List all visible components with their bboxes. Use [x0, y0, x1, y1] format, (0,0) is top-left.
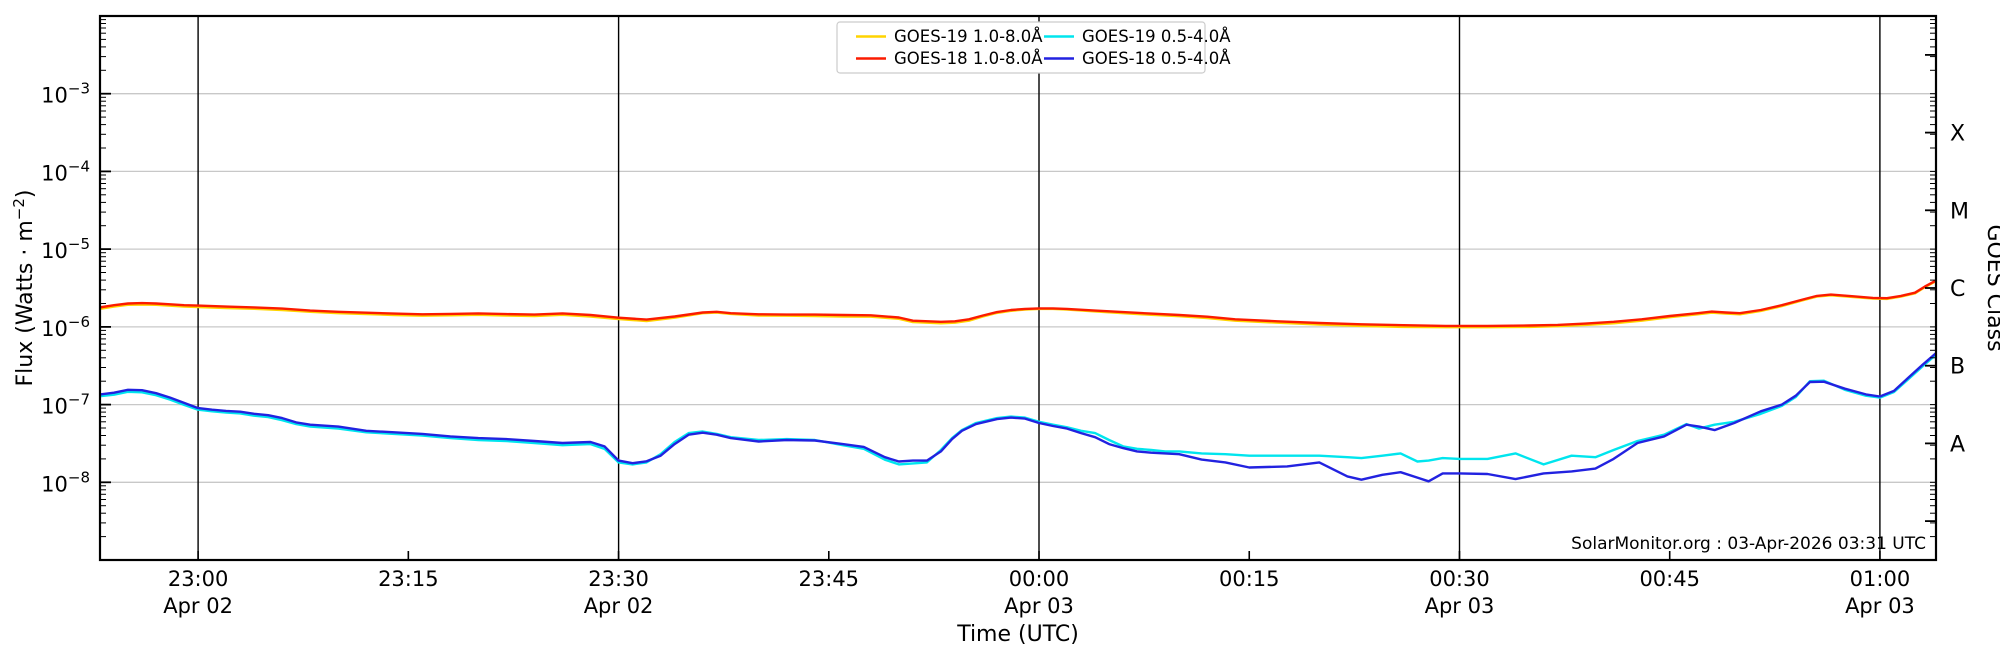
gridlines [100, 16, 1936, 560]
y-tick-label: 10−7 [41, 391, 90, 419]
x-tick-label: 01:00 [1850, 567, 1911, 591]
legend-label-goes18-short: GOES-18 0.5-4.0Å [1082, 49, 1231, 68]
y-tick-label: 10−8 [41, 468, 90, 496]
goes-class-letter: M [1950, 199, 1969, 224]
series-line-goes19-long [100, 279, 1936, 329]
series-line-goes19-short [100, 353, 1936, 466]
right-axis-title: GOES Class [1982, 224, 2000, 351]
series-line-goes18-short [100, 351, 1936, 483]
x-tick-label: 00:15 [1219, 567, 1280, 591]
series-line-goes18-long [100, 279, 1936, 328]
axis-ticks [100, 19, 1936, 560]
y-tick-label: 10−3 [41, 80, 90, 108]
x-date-label: Apr 02 [163, 594, 233, 618]
goes-class-letter: A [1950, 432, 1965, 457]
plot-border [98, 14, 1938, 562]
plot-frame [98, 14, 1938, 562]
x-tick-label: 23:45 [799, 567, 860, 591]
x-date-label: Apr 03 [1845, 594, 1915, 618]
y-axis-title: Flux (Watts · m−2) [10, 190, 38, 387]
x-tick-label: 23:15 [378, 567, 439, 591]
x-date-label: Apr 03 [1425, 594, 1495, 618]
x-tick-label: 00:00 [1009, 567, 1070, 591]
x-tick-label: 00:45 [1639, 567, 1700, 591]
legend-label-goes18-long: GOES-18 1.0-8.0Å [894, 49, 1043, 68]
axis-tick-labels: 23:00 Apr 02 23:15 23:30 Apr 02 23:45 00:00 Apr… [41, 80, 1969, 618]
x-date-label: Apr 03 [1004, 594, 1074, 618]
x-axis-title: Time (UTC) [956, 622, 1079, 647]
legend-label-goes19-short: GOES-19 0.5-4.0Å [1082, 27, 1231, 46]
goes-class-letter: X [1950, 122, 1965, 147]
goes-class-letter: C [1950, 277, 1965, 302]
x-tick-label: 23:00 [168, 567, 229, 591]
watermark-text: SolarMonitor.org : 03-Apr-2026 03:31 UTC [1571, 534, 1926, 554]
y-axis-title-text: Flux (Watts · m−2) [10, 190, 38, 387]
y-tick-label: 10−5 [41, 235, 90, 263]
goes-class-letter: B [1950, 355, 1965, 380]
x-tick-label: 23:30 [588, 567, 649, 591]
y-tick-label: 10−4 [41, 157, 90, 185]
legend: GOES-19 1.0-8.0Å GOES-18 1.0-8.0Å GOES-19 … [836, 21, 1231, 74]
series-lines [100, 279, 1936, 483]
x-date-label: Apr 02 [584, 594, 654, 618]
y-tick-label: 10−6 [41, 313, 90, 341]
legend-label-goes19-long: GOES-19 1.0-8.0Å [894, 27, 1043, 46]
x-tick-label: 00:30 [1429, 567, 1490, 591]
legend-box [836, 21, 1206, 74]
